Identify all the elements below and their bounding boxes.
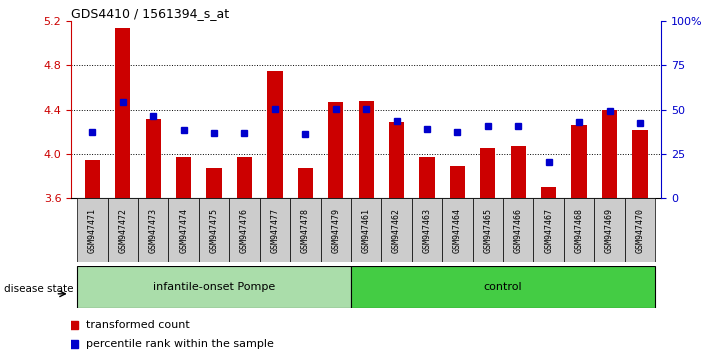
Bar [77,198,107,262]
Text: GSM947466: GSM947466 [514,207,523,253]
Bar [229,198,260,262]
Bar [77,266,351,308]
Bar [412,198,442,262]
Bar [381,198,412,262]
Text: GSM947479: GSM947479 [331,207,341,253]
Bar [389,122,404,198]
Bar [85,160,100,198]
Bar [510,146,526,198]
Text: GSM947473: GSM947473 [149,207,158,253]
Text: GSM947472: GSM947472 [118,207,127,253]
Text: GSM947474: GSM947474 [179,207,188,253]
Bar [199,198,229,262]
Bar [351,198,381,262]
Bar [138,198,169,262]
Bar [237,157,252,198]
Bar [625,198,655,262]
Bar [328,102,343,198]
Bar [115,28,130,198]
Text: control: control [483,282,523,292]
Bar [442,198,473,262]
Bar [206,169,222,198]
Text: GSM947462: GSM947462 [392,207,401,253]
Text: disease state: disease state [4,284,73,293]
Bar [358,101,374,198]
Bar [450,166,465,198]
Bar [480,148,496,198]
Text: transformed count: transformed count [86,320,190,330]
Text: GDS4410 / 1561394_s_at: GDS4410 / 1561394_s_at [71,7,229,20]
Text: GSM947471: GSM947471 [88,207,97,253]
Bar [572,125,587,198]
Bar [533,198,564,262]
Text: GSM947465: GSM947465 [483,207,492,253]
Text: GSM947475: GSM947475 [210,207,218,253]
Text: infantile-onset Pompe: infantile-onset Pompe [153,282,275,292]
Bar [169,198,199,262]
Text: GSM947463: GSM947463 [422,207,432,253]
Bar [473,198,503,262]
Bar [541,187,556,198]
Bar [564,198,594,262]
Text: GSM947464: GSM947464 [453,207,462,253]
Text: GSM947478: GSM947478 [301,207,310,253]
Bar [146,119,161,198]
Bar [351,266,655,308]
Bar [298,169,313,198]
Bar [419,157,434,198]
Bar [594,198,625,262]
Text: GSM947467: GSM947467 [544,207,553,253]
Text: GSM947469: GSM947469 [605,207,614,253]
Text: GSM947476: GSM947476 [240,207,249,253]
Bar [176,157,191,198]
Bar [290,198,321,262]
Bar [632,130,648,198]
Text: GSM947470: GSM947470 [636,207,644,253]
Bar [602,110,617,198]
Text: GSM947468: GSM947468 [574,207,584,253]
Bar [267,71,282,198]
Bar [107,198,138,262]
Text: GSM947461: GSM947461 [362,207,370,253]
Bar [321,198,351,262]
Text: GSM947477: GSM947477 [270,207,279,253]
Bar [260,198,290,262]
Text: percentile rank within the sample: percentile rank within the sample [86,339,274,349]
Bar [503,198,533,262]
